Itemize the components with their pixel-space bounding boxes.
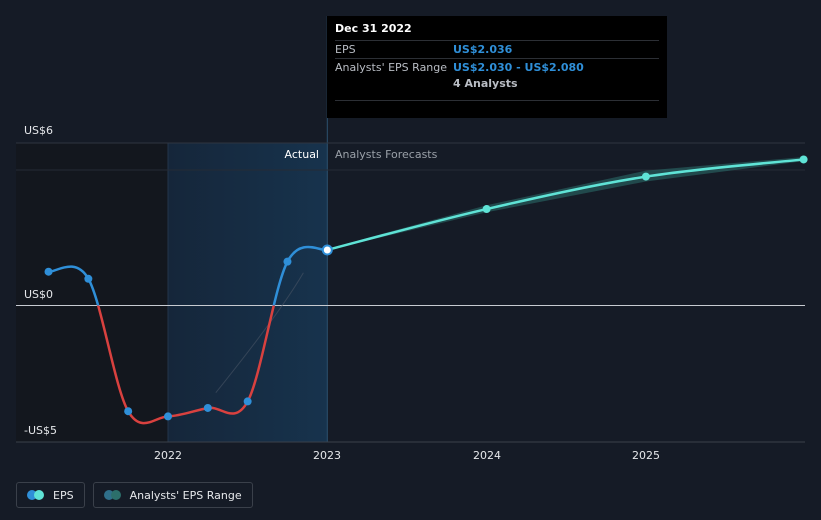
- actual-region-label: Actual: [285, 148, 319, 161]
- legend-eps-label: EPS: [53, 488, 74, 502]
- tooltip-analysts-count: 4 Analysts: [453, 77, 518, 90]
- tooltip-eps-value: US$2.036: [453, 43, 513, 56]
- eps-data-point: [124, 407, 133, 416]
- eps-data-point: [84, 274, 93, 283]
- eps-legend-icon: [27, 490, 45, 500]
- eps-data-point: [243, 397, 252, 406]
- actual-region-background: [168, 143, 328, 442]
- forecast-region-label: Analysts Forecasts: [335, 148, 438, 161]
- eps-line-negative: [96, 305, 276, 425]
- analysts-eps-range-band: [327, 156, 804, 251]
- x-tick-label: 2024: [473, 449, 501, 462]
- eps-data-point: [283, 257, 292, 266]
- eps-data-point: [164, 412, 172, 421]
- forecast-data-point: [799, 155, 808, 164]
- chart-legend: EPS Analysts' EPS Range: [16, 482, 253, 508]
- highlighted-data-point: [321, 244, 333, 256]
- forecast-data-point: [482, 205, 491, 214]
- past-region-background: [16, 143, 168, 442]
- y-tick-label: US$6: [24, 124, 53, 137]
- range-legend-icon: [103, 490, 122, 500]
- x-tick-label: 2023: [313, 449, 341, 462]
- tooltip-range-value: US$2.030 - US$2.080: [453, 61, 584, 74]
- data-tooltip: Dec 31 2022 EPS US$2.036 Analysts' EPS R…: [327, 16, 667, 118]
- forecast-data-point: [641, 172, 650, 181]
- eps-line-positive: [48, 245, 328, 306]
- y-tick-label: -US$5: [24, 424, 57, 437]
- legend-range-toggle[interactable]: Analysts' EPS Range: [92, 482, 253, 508]
- legend-eps-toggle[interactable]: EPS: [16, 482, 85, 508]
- eps-data-point: [44, 267, 53, 276]
- tooltip-range-row: Analysts' EPS Range US$2.030 - US$2.080: [335, 58, 659, 76]
- x-tick-label: 2022: [154, 449, 182, 462]
- legend-range-label: Analysts' EPS Range: [129, 488, 242, 502]
- y-tick-label: US$0: [24, 288, 53, 301]
- tooltip-eps-row: EPS US$2.036: [335, 40, 659, 58]
- eps-data-point: [203, 403, 212, 412]
- tooltip-divider: [335, 100, 659, 101]
- tooltip-date: Dec 31 2022: [335, 22, 412, 35]
- tooltip-eps-label: EPS: [335, 43, 356, 56]
- x-tick-label: 2025: [632, 449, 660, 462]
- forecast-eps-line: [326, 158, 804, 252]
- tooltip-range-label: Analysts' EPS Range: [335, 61, 448, 74]
